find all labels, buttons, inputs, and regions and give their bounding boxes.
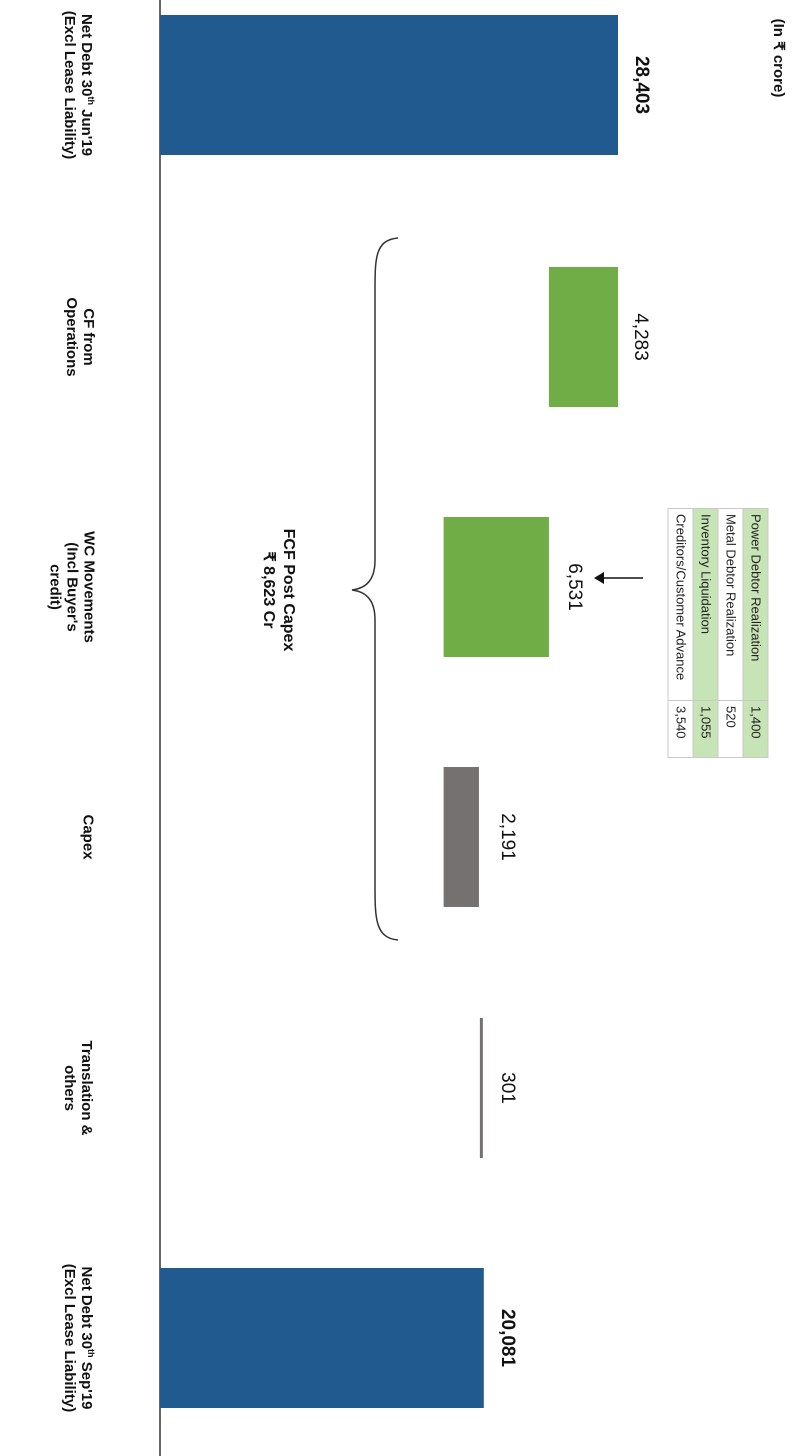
waterfall-bar [443,517,549,657]
table-cell-item: Inventory Liquidation [693,508,718,701]
value-label: 2,191 [497,813,518,861]
wc-arrow [594,572,643,584]
table-row: Power Debtor Realization 1,400 [743,508,768,758]
table-cell-item: Creditors/Customer Advance [668,508,693,701]
waterfall-bar [443,767,479,907]
waterfall-bar [160,1268,484,1408]
value-label: 20,081 [497,1308,518,1368]
unit-note: (In ₹ crore) [770,18,787,98]
category-label: WC Movements (Incl Buyer's credit) [46,531,98,643]
fcf-label-amount: ₹ 8,623 Cr [260,551,277,629]
table-cell-item: Metal Debtor Realization [718,508,743,701]
table-cell-value: 3,540 [668,700,693,758]
fcf-brace [351,237,399,941]
waterfall-bar [160,15,618,155]
fcf-label: FCF Post Capex ₹ 8,623 Cr [258,529,298,652]
table-row: Metal Debtor Realization 520 [718,508,743,758]
table-cell-value: 1,055 [693,700,718,758]
category-label: CF from Operations [63,297,97,377]
value-label: 4,283 [630,313,651,361]
value-label: 6,531 [564,563,585,611]
category-label: Net Debt 30th Sep'19 (Excl Lease Liabili… [61,1263,96,1413]
fcf-label-title: FCF Post Capex [280,528,297,652]
table-row: Creditors/Customer Advance 3,540 [668,508,693,758]
category-label: Net Debt 30th Jun'19 (Excl Lease Liabili… [61,10,96,160]
table-row: Inventory Liquidation 1,055 [693,508,718,758]
category-label: Translation & others [61,1040,95,1136]
value-label: 301 [497,1072,518,1104]
category-label: Capex [79,814,97,860]
table-cell-value: 520 [718,700,743,758]
wc-breakdown-table: Power Debtor Realization 1,400 Metal Debto… [668,508,769,758]
waterfall-bar [548,267,618,407]
table-cell-item: Power Debtor Realization [743,508,768,701]
table-cell-value: 1,400 [743,700,768,758]
value-label: 28,403 [631,55,652,115]
